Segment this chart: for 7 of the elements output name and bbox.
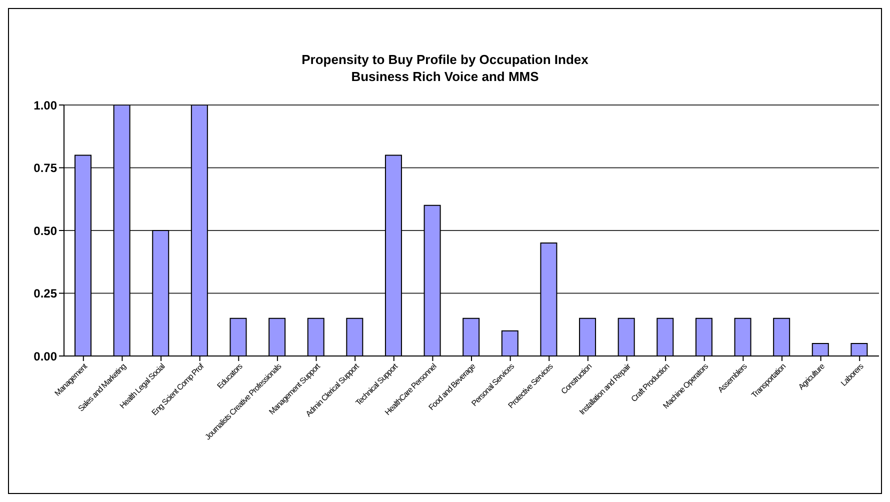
chart-title: Propensity to Buy Profile by Occupation Index [300,51,590,68]
y-tick-label: 0.00 [34,349,58,364]
y-tick-label: 1.00 [34,98,58,112]
chart-subtitle: Business Rich Voice and MMS [350,68,540,85]
y-tick-label: 0.50 [34,224,58,238]
y-tick-label: 0.75 [34,161,58,176]
y-tick-label: 0.25 [34,286,58,301]
